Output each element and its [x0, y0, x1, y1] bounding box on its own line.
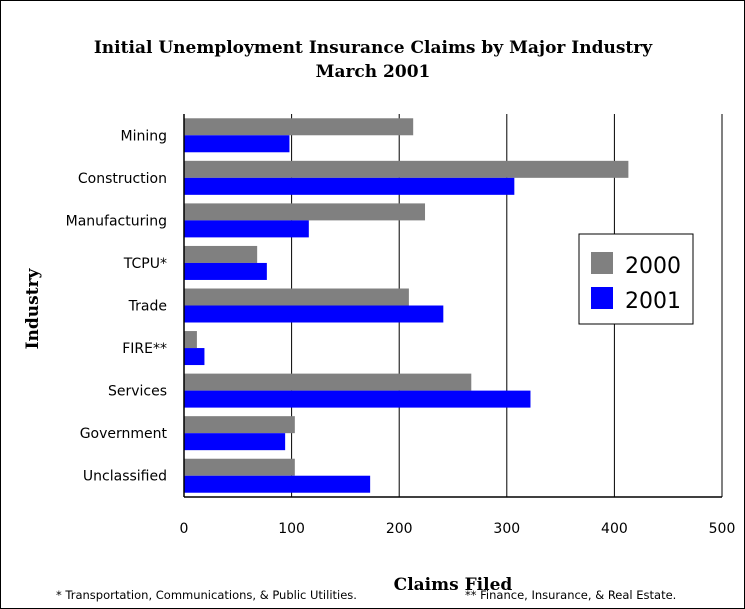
chart-subtitle: March 2001 [316, 62, 431, 82]
x-axis-title: Claims Filed [394, 575, 513, 595]
bar-2000-8 [184, 458, 295, 476]
x-tick-label: 200 [386, 521, 413, 537]
legend-label-2000: 2000 [625, 254, 681, 279]
category-label: FIRE** [122, 341, 167, 357]
bars-group [184, 118, 629, 493]
x-tick-label: 400 [601, 521, 628, 537]
category-label: Services [108, 384, 167, 400]
bar-2000-3 [184, 245, 258, 263]
bar-2000-1 [184, 160, 629, 178]
legend: 2000 2001 [578, 233, 694, 325]
x-tick-label: 300 [493, 521, 520, 537]
y-axis-title: Industry [23, 267, 43, 349]
footnote-2: ** Finance, Insurance, & Real Estate. [465, 588, 676, 602]
bar-2001-1 [184, 177, 515, 195]
tick-labels: 0 100 200 300 400 500 [180, 521, 736, 537]
x-tick-label: 0 [180, 521, 189, 537]
bar-2001-2 [184, 220, 309, 238]
bar-2001-3 [184, 262, 267, 280]
category-labels: Mining Construction Manufacturing TCPU* Trad… [66, 128, 168, 484]
category-label: Unclassified [83, 469, 167, 485]
bar-2001-8 [184, 475, 371, 493]
category-label: Trade [128, 299, 167, 315]
category-label: Construction [78, 171, 167, 187]
chart-title: Initial Unemployment Insurance Claims by… [94, 38, 653, 58]
x-tick-label: 100 [278, 521, 305, 537]
category-label: TCPU* [123, 256, 167, 272]
footnote-1: * Transportation, Communications, & Publ… [56, 588, 357, 602]
bar-2001-6 [184, 390, 531, 408]
legend-swatch-2001 [591, 287, 613, 309]
axes [183, 114, 722, 498]
bar-2000-7 [184, 416, 295, 434]
bar-2000-6 [184, 373, 472, 391]
category-label: Government [80, 426, 168, 442]
bar-2000-5 [184, 331, 197, 349]
bar-2001-0 [184, 135, 290, 153]
bar-2001-5 [184, 348, 205, 366]
x-tick-label: 500 [709, 521, 736, 537]
bar-2001-7 [184, 433, 286, 451]
legend-label-2001: 2001 [625, 289, 681, 314]
category-label: Mining [121, 128, 168, 144]
bar-2000-2 [184, 203, 426, 221]
category-label: Manufacturing [66, 213, 167, 229]
legend-swatch-2000 [591, 252, 613, 274]
bar-2000-4 [184, 288, 409, 306]
bar-2000-0 [184, 118, 414, 136]
bar-2001-4 [184, 305, 444, 323]
